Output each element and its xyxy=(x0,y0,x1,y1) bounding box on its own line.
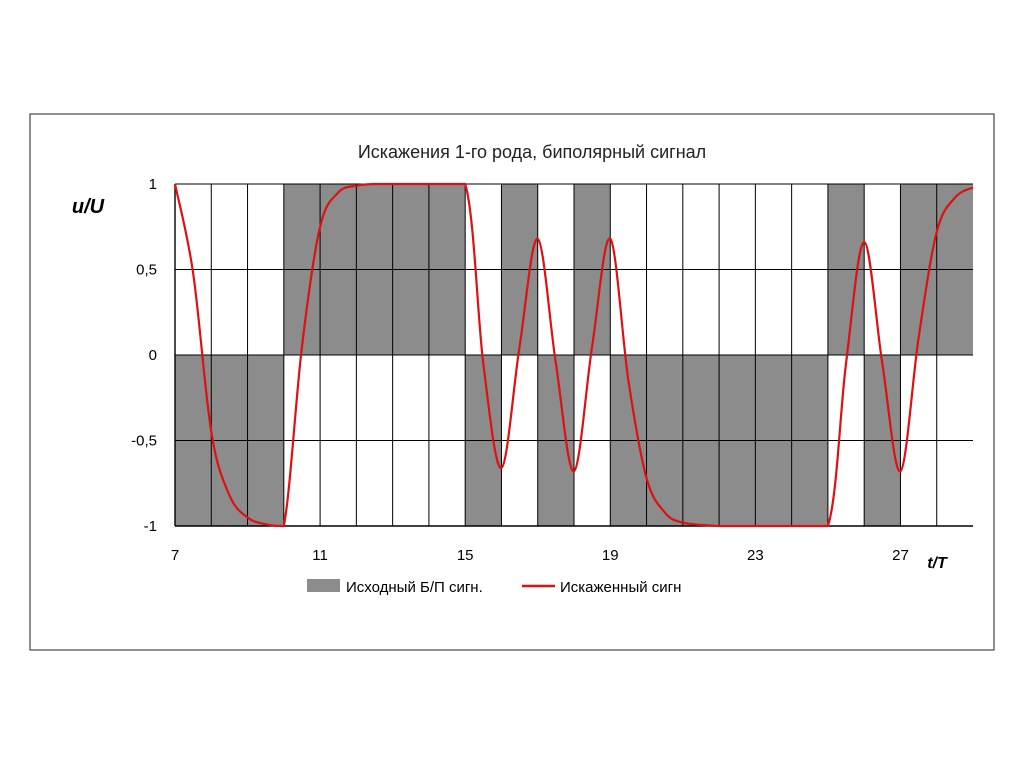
chart-title: Искажения 1-го рода, биполярный сигнал xyxy=(358,142,706,162)
y-tick-label: 0 xyxy=(149,347,157,364)
x-tick-label: 19 xyxy=(602,547,619,564)
y-tick-label: -1 xyxy=(144,518,157,535)
y-tick-label: -0,5 xyxy=(131,433,157,450)
x-tick-label: 23 xyxy=(747,547,764,564)
y-tick-label: 0,5 xyxy=(136,262,157,279)
x-axis-title: t/T xyxy=(927,555,948,572)
legend-swatch-source xyxy=(307,579,340,592)
y-tick-labels: 1 0,5 0 -0,5 -1 xyxy=(131,176,157,535)
x-tick-label: 15 xyxy=(457,547,474,564)
y-tick-label: 1 xyxy=(149,176,157,193)
plot-area-border xyxy=(174,184,973,527)
legend-label-source: Исходный Б/П сигн. xyxy=(346,579,483,596)
x-tick-label: 27 xyxy=(892,547,909,564)
distorted-signal-line xyxy=(173,182,974,528)
x-tick-label: 11 xyxy=(312,547,328,564)
x-tick-label: 7 xyxy=(171,547,179,564)
legend: Исходный Б/П сигн. Искаженный сигн xyxy=(307,579,681,596)
x-tick-labels: 7 11 15 19 23 27 xyxy=(171,547,909,564)
legend-label-distorted: Искаженный сигн xyxy=(560,579,681,596)
y-axis-title: u/U xyxy=(72,196,105,218)
